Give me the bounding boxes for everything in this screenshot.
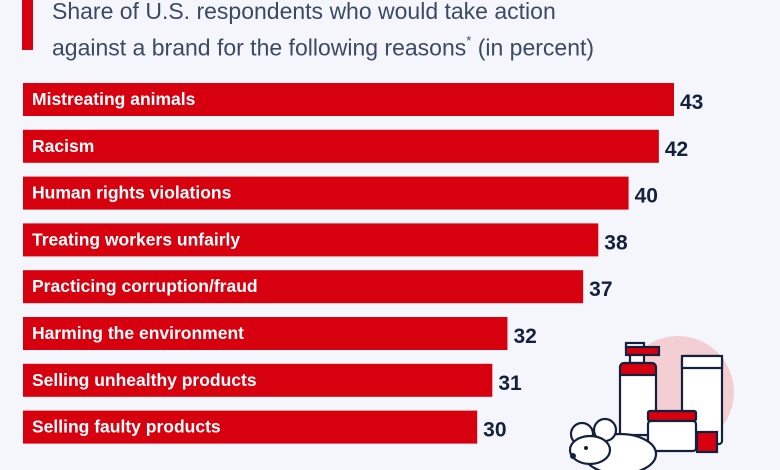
bar-4 bbox=[23, 270, 584, 304]
bar-category-label: Selling unhealthy products bbox=[32, 370, 257, 390]
bar-1 bbox=[23, 129, 659, 163]
subtitle-asterisk: * bbox=[466, 33, 472, 48]
bar-value-label: 43 bbox=[680, 91, 703, 114]
bar-category-label: Selling faulty products bbox=[32, 417, 221, 437]
subtitle-line-1: Share of U.S. respondents who would take… bbox=[52, 0, 556, 24]
accent-bar bbox=[22, 0, 33, 50]
bar-0 bbox=[23, 83, 674, 116]
bar-value-label: 32 bbox=[513, 325, 536, 348]
bar-value-label: 42 bbox=[665, 138, 688, 161]
bar-category-label: Practicing corruption/fraud bbox=[32, 276, 258, 296]
bar-category-label: Harming the environment bbox=[32, 323, 244, 343]
bar-value-label: 31 bbox=[498, 372, 522, 395]
bar-value-label: 38 bbox=[604, 231, 628, 254]
mouse-icon bbox=[568, 417, 658, 470]
bar-3 bbox=[23, 223, 599, 257]
subtitle-suffix: (in percent) bbox=[471, 34, 595, 61]
chart-subtitle: Share of U.S. respondents who would take… bbox=[52, 0, 752, 64]
bar-5 bbox=[23, 317, 508, 350]
product-illustration bbox=[568, 336, 734, 470]
bar-value-label: 40 bbox=[635, 185, 658, 208]
jar-icon bbox=[646, 409, 698, 453]
bar-7 bbox=[23, 410, 478, 444]
bar-value-label: 37 bbox=[589, 278, 612, 301]
bar-category-label: Racism bbox=[32, 136, 94, 156]
bar-category-label: Human rights violations bbox=[32, 183, 232, 203]
bar-6 bbox=[23, 363, 493, 397]
bar-value-label: 30 bbox=[483, 419, 506, 442]
bar-category-label: Treating workers unfairly bbox=[32, 229, 240, 249]
subtitle-line-2: against a brand for the following reason… bbox=[52, 34, 467, 61]
bar-category-label: Mistreating animals bbox=[32, 89, 196, 109]
bar-2 bbox=[23, 176, 629, 210]
